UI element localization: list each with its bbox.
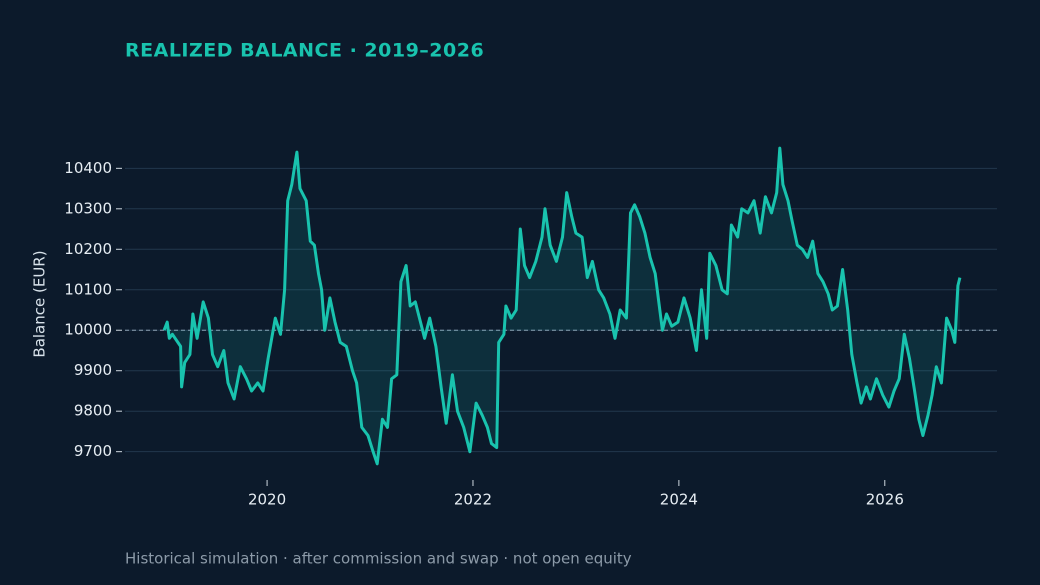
y-tick-label: 10200 xyxy=(64,240,112,258)
y-tick-label: 10100 xyxy=(64,280,112,298)
y-tick-label: 9800 xyxy=(74,402,112,420)
footnote: Historical simulation · after commission… xyxy=(125,550,632,568)
x-tick-label: 2020 xyxy=(248,491,286,509)
area-fill xyxy=(164,148,960,464)
x-tick-label: 2024 xyxy=(660,491,698,509)
balance-line xyxy=(162,146,962,466)
y-tick-label: 10000 xyxy=(64,321,112,339)
y-axis-label: Balance (EUR) xyxy=(31,250,49,357)
x-tick-label: 2026 xyxy=(866,491,904,509)
y-tick-label: 10300 xyxy=(64,199,112,217)
y-tick-label: 9900 xyxy=(74,361,112,379)
x-tick-label: 2022 xyxy=(454,491,492,509)
y-tick-label: 9700 xyxy=(74,442,112,460)
chart-title: REALIZED BALANCE · 2019–2026 xyxy=(125,40,484,62)
y-tick-label: 10400 xyxy=(64,159,112,177)
